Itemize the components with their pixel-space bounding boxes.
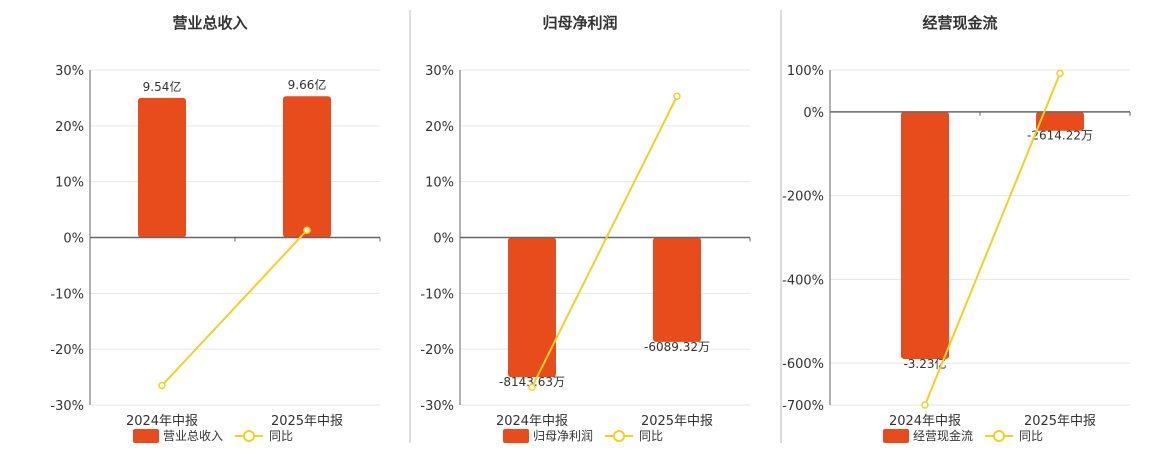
legend-bar-label: 经营现金流 (913, 428, 973, 443)
bar-data-label: -3.23亿 (903, 356, 946, 371)
chart-title: 营业总收入 (172, 14, 247, 32)
legend-bar-label: 营业总收入 (163, 429, 223, 443)
x-tick-label: 2024年中报 (126, 414, 198, 429)
yoy-point (1056, 69, 1064, 78)
y-tick-label: 0% (803, 106, 824, 121)
bar-data-label: -6089.32万 (644, 340, 710, 354)
y-tick-label: -10% (50, 287, 84, 302)
legend-line-label: 同比 (639, 429, 663, 443)
bar (653, 237, 701, 342)
chart-panel-1: 营业总收入 30% 20% 10% 0% -10% -20% -30% 9.54亿 9.66亿 20… (50, 14, 381, 443)
legend-line-marker (993, 430, 1005, 442)
yoy-point (528, 383, 536, 391)
y-tick-label: 20% (425, 120, 454, 135)
chart-panel-2: 归母净利润 30% 20% 10% 0% -10% -20% -30% -8143.63万 -60… (420, 14, 751, 443)
legend-bar-swatch (883, 429, 909, 443)
legend-line-marker (243, 430, 255, 442)
chart-title: 归母净利润 (542, 14, 617, 32)
x-tick-label: 2024年中报 (889, 414, 961, 429)
y-tick-label: -30% (50, 399, 84, 414)
legend-bar-swatch (133, 429, 159, 443)
y-tick-label: 10% (55, 176, 84, 191)
y-tick-label: -200% (782, 190, 824, 205)
y-tick-label: 0% (63, 232, 84, 247)
legend-line-marker (613, 430, 625, 442)
y-tick-label: 0% (433, 232, 454, 247)
y-tick-label: -20% (420, 343, 454, 358)
y-tick-label: -700% (782, 399, 824, 414)
bar (138, 97, 186, 238)
legend-line-label: 同比 (269, 429, 293, 443)
bar (283, 96, 331, 238)
y-tick-label: -10% (420, 287, 454, 302)
y-tick-label: 20% (55, 120, 84, 135)
y-tick-label: -20% (50, 343, 84, 358)
x-tick-label: 2025年中报 (641, 414, 713, 429)
yoy-point (158, 381, 166, 390)
legend-line-label: 同比 (1019, 429, 1043, 443)
chart-panel-3: 经营现金流 100% 0% -200% -400% -600% -700% -3.23亿 -26… (782, 14, 1131, 443)
legend-bar-label: 归母净利润 (533, 429, 593, 443)
legend-bar-swatch (503, 429, 529, 443)
yoy-line (924, 72, 1061, 406)
x-tick-label: 2024年中报 (496, 414, 568, 429)
yoy-point (921, 401, 929, 409)
bar-data-label: 9.54亿 (143, 79, 182, 94)
bar-data-label: -2614.22万 (1027, 129, 1093, 143)
y-tick-label: 30% (425, 64, 454, 79)
bar-data-label: 9.66亿 (288, 77, 327, 92)
y-tick-label: 30% (55, 64, 84, 79)
x-tick-label: 2025年中报 (1024, 414, 1096, 429)
yoy-point (303, 226, 311, 234)
y-tick-label: 10% (425, 176, 454, 191)
x-tick-label: 2025年中报 (271, 414, 343, 429)
y-tick-label: 100% (787, 64, 824, 79)
yoy-line (531, 95, 678, 388)
bar (1036, 111, 1084, 131)
y-tick-label: -400% (782, 273, 824, 288)
yoy-point (673, 92, 681, 100)
y-tick-label: -30% (420, 399, 454, 414)
bar-data-label: -8143.63万 (499, 375, 565, 389)
chart-title: 经营现金流 (922, 14, 997, 32)
yoy-line (161, 229, 308, 387)
bar (901, 111, 949, 359)
bar (508, 237, 556, 378)
y-tick-label: -600% (782, 357, 824, 372)
